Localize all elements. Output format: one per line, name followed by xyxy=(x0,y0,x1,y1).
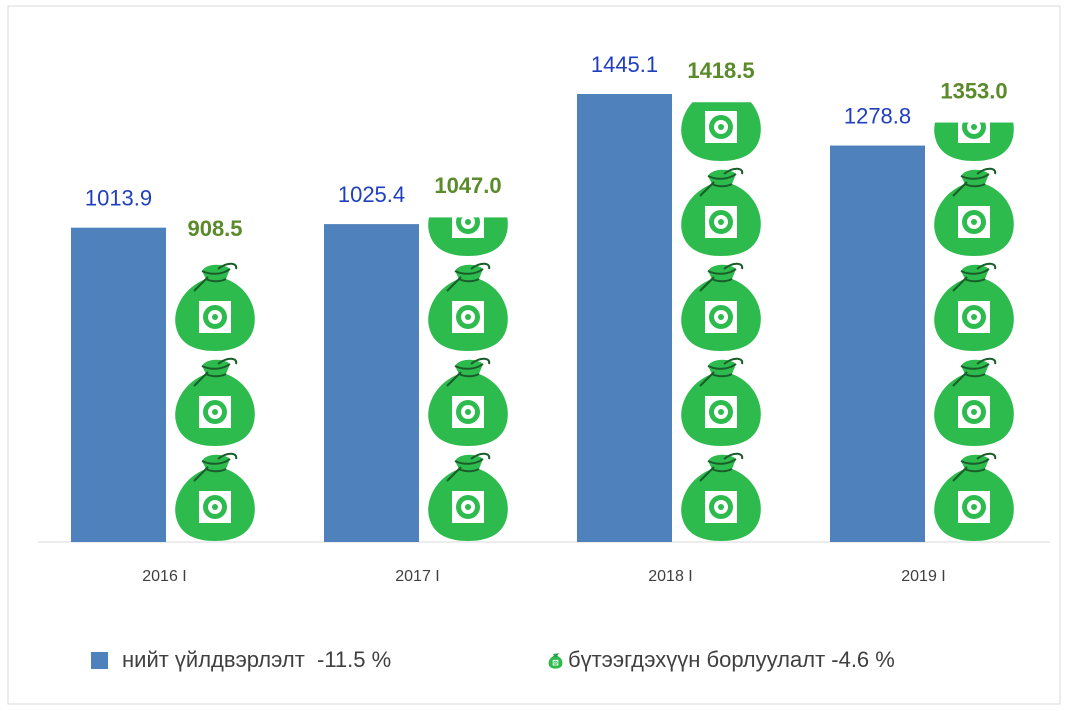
bar xyxy=(577,94,672,542)
chart-border xyxy=(7,5,1061,705)
x-tick-label: 2016 I xyxy=(142,568,186,585)
value-label: 1013.9 xyxy=(85,185,152,210)
value-label: 1025.4 xyxy=(338,182,405,207)
x-tick-label: 2017 I xyxy=(395,568,439,585)
value-label: 1353.0 xyxy=(940,78,1007,103)
value-label: 1445.1 xyxy=(591,52,658,77)
legend-marker xyxy=(548,653,563,669)
pictograph-bar xyxy=(172,260,258,542)
legend-label: нийт үйлдвэрлэлт -11.5 % xyxy=(122,647,391,672)
x-tick-label: 2019 I xyxy=(901,568,945,585)
legend-label: бүтээгдэхүүн борлуулалт -4.6 % xyxy=(568,647,895,672)
x-tick-label: 2018 I xyxy=(648,568,692,585)
value-label: 908.5 xyxy=(187,216,242,241)
value-label: 1418.5 xyxy=(687,58,754,83)
value-label: 1278.8 xyxy=(844,103,911,128)
pictograph-bar xyxy=(678,102,764,543)
value-label: 1047.0 xyxy=(434,173,501,198)
bar xyxy=(830,145,925,543)
bar xyxy=(324,224,419,542)
legend-marker xyxy=(91,652,108,669)
pictograph-bar xyxy=(931,122,1017,542)
pictograph-bar xyxy=(425,217,511,542)
bar xyxy=(71,227,166,542)
